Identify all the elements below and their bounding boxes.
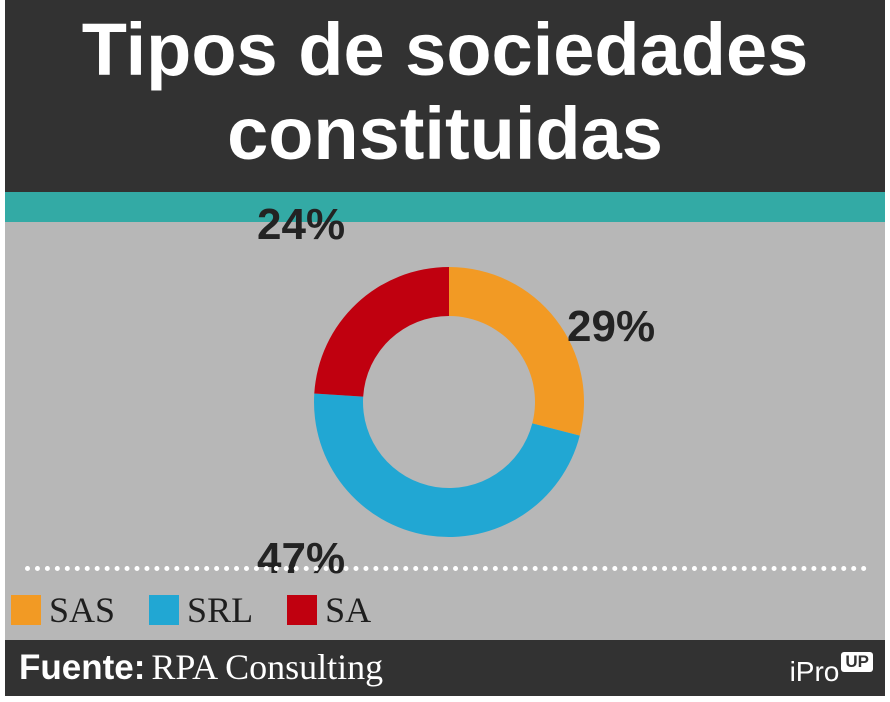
legend-item-sas: SAS bbox=[11, 590, 115, 630]
dotted-divider bbox=[25, 566, 867, 571]
accent-bar bbox=[5, 192, 885, 222]
legend-label-srl: SRL bbox=[187, 590, 254, 630]
legend-swatch-sa bbox=[287, 595, 318, 625]
legend-item-sa: SA bbox=[287, 590, 371, 630]
donut-slice-sas bbox=[449, 267, 584, 436]
pct-label-sas: 29% bbox=[567, 302, 656, 351]
ipro-up-logo: iPro UP bbox=[790, 650, 873, 690]
pct-label-sa: 24% bbox=[257, 200, 346, 249]
chart-title: Tipos de sociedades constituidas bbox=[81, 8, 809, 175]
chart-area: 29% 47% 24% SAS SRL SA bbox=[5, 200, 885, 640]
header: Tipos de sociedades constituidas bbox=[5, 0, 885, 192]
donut-slice-srl bbox=[314, 393, 580, 538]
footer: Fuente: RPA Consulting iPro UP bbox=[5, 640, 885, 696]
donut-chart bbox=[314, 267, 584, 538]
logo-text: iPro bbox=[789, 656, 840, 687]
source: Fuente: RPA Consulting bbox=[19, 646, 383, 688]
logo-badge: UP bbox=[841, 652, 873, 672]
legend: SAS SRL SA bbox=[11, 590, 405, 630]
pct-label-srl: 47% bbox=[257, 534, 346, 583]
source-value: RPA Consulting bbox=[151, 647, 384, 687]
legend-item-srl: SRL bbox=[149, 590, 253, 630]
legend-label-sas: SAS bbox=[49, 590, 116, 630]
source-label: Fuente: bbox=[19, 648, 146, 687]
legend-swatch-srl bbox=[149, 595, 180, 625]
legend-label-sa: SA bbox=[325, 590, 372, 630]
legend-swatch-sas bbox=[11, 595, 41, 625]
donut-slice-sa bbox=[314, 267, 449, 397]
